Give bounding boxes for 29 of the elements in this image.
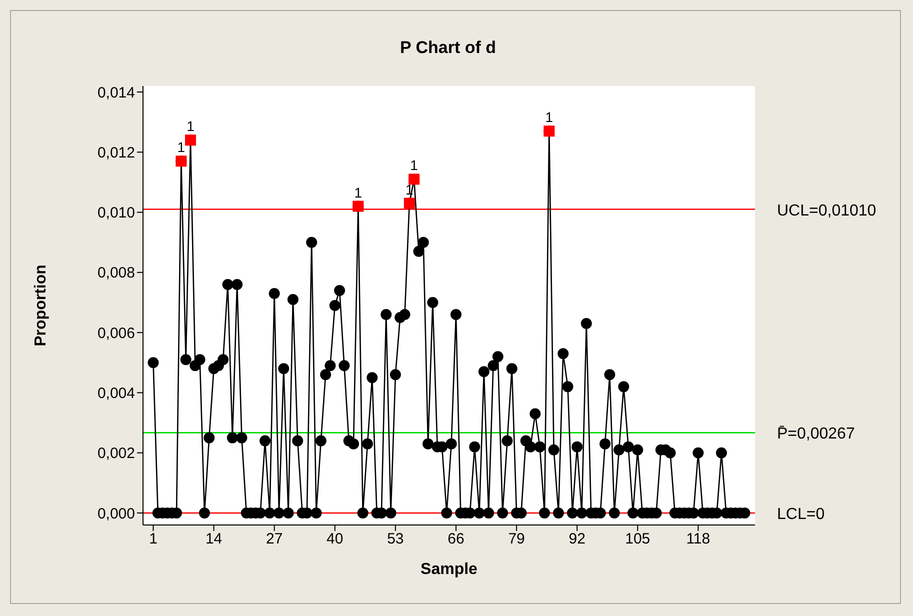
y-tick-label: 0,002 [97,445,135,462]
x-tick-label: 79 [508,530,525,548]
y-tick-label: 0,008 [97,264,135,282]
annotation: 1 [177,139,186,156]
x-tick-label: 27 [266,530,283,548]
y-tick-label: 0,014 [97,84,135,102]
annotation: 1 [186,118,195,134]
x-tick-label: 105 [625,530,650,548]
ref-line-label: P̄=0,00267 [777,425,855,443]
chart-title: P Chart of d [398,38,498,58]
annotation: 1 [354,184,362,200]
x-tick-label: 92 [568,530,586,548]
y-tick-label: 0,004 [97,385,135,402]
ref-line-label: UCL=0,01010 [777,202,876,220]
y-tick-label: 0,006 [97,324,135,342]
x-tick-label: 66 [448,530,464,548]
y-tick-label: 0,000 [97,505,135,522]
x-tick-label: 1 [149,530,158,548]
y-axis-title: Proportion [32,264,50,346]
x-axis-title: Sample [420,561,478,578]
ref-line-label: LCL=0 [777,506,825,523]
x-tick-label: 53 [387,530,404,548]
y-tick-label: 0,010 [97,204,135,222]
x-tick-label: 40 [326,530,344,548]
x-tick-label: 118 [686,530,710,548]
annotation: 1 [545,109,554,126]
annotation: 1 [410,157,418,174]
y-tick-label: 0,012 [97,144,135,162]
x-tick-label: 14 [205,530,222,548]
